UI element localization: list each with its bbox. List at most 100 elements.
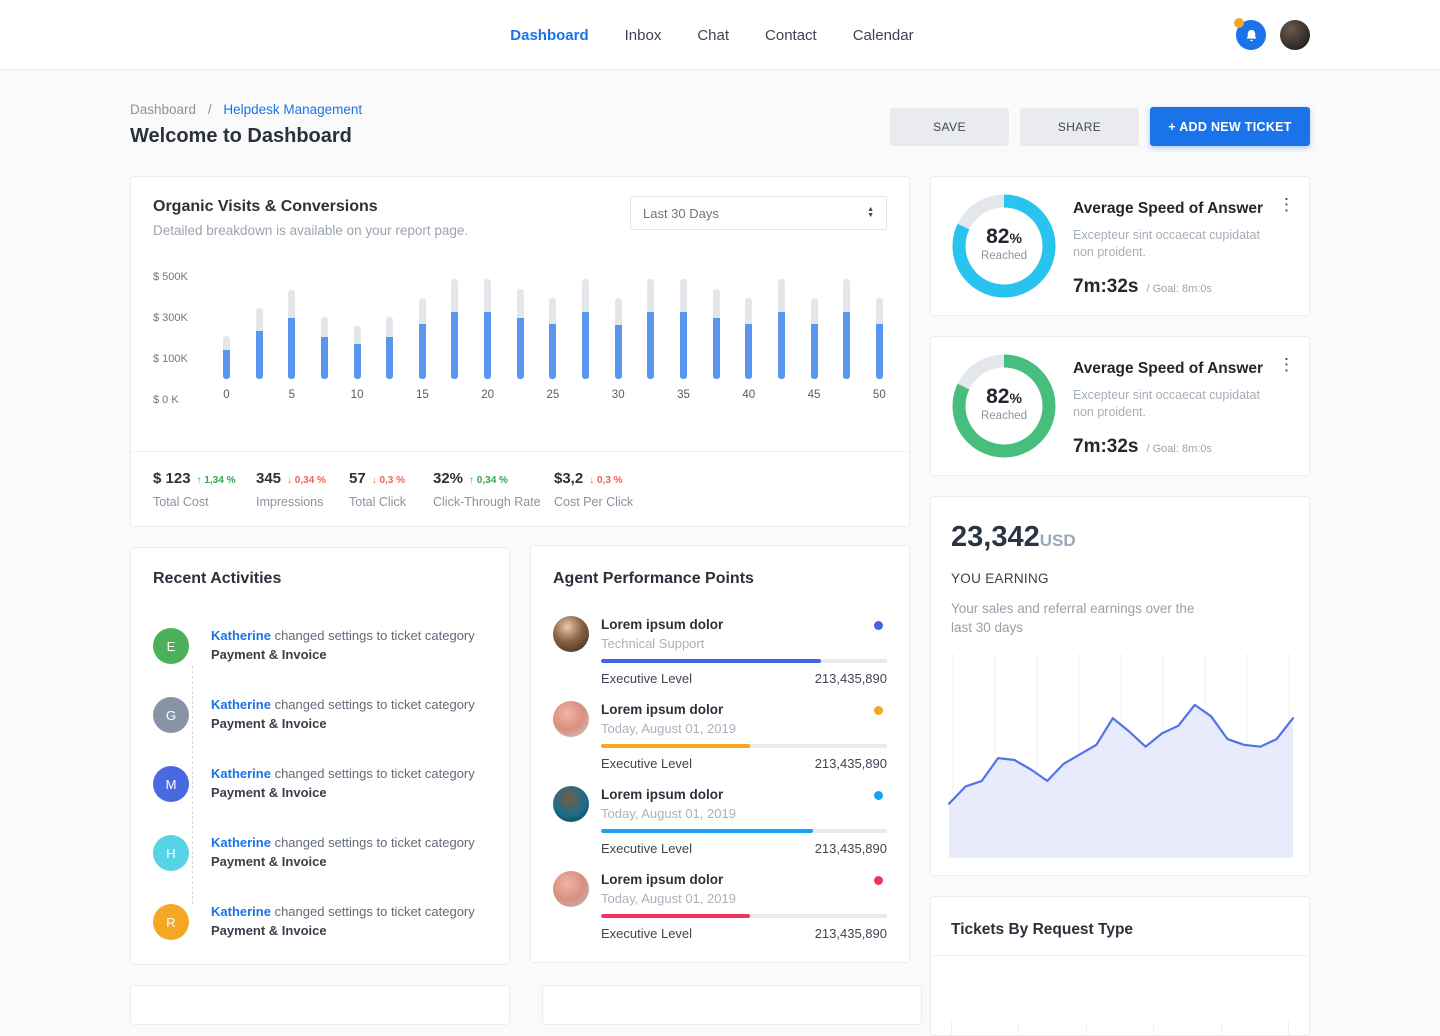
y-tick-label: $ 100K (153, 353, 188, 365)
stat-value: 345 (256, 470, 282, 487)
x-tick-label: 40 (742, 389, 756, 401)
tickets-by-request-type-card: Tickets By Request Type (930, 896, 1310, 1036)
speed-donut-chart: 82% Reached (947, 189, 1061, 303)
agent-row[interactable]: Lorem ipsum dolor Today, August 01, 2019 E… (553, 696, 887, 781)
agent-level-label: Executive Level (601, 756, 693, 771)
stat-value: 57 (349, 470, 366, 487)
nav-item-dashboard[interactable]: Dashboard (510, 26, 589, 44)
activity-item[interactable]: M Katherine changed settings to ticket ca… (153, 766, 487, 835)
bar-40 (745, 271, 753, 379)
agent-row[interactable]: Lorem ipsum dolor Today, August 01, 2019 E… (553, 866, 887, 951)
activity-user[interactable]: Katherine (211, 628, 271, 643)
divider (931, 955, 1309, 956)
agent-points: 213,435,890 (814, 841, 887, 856)
bar-37.5 (712, 271, 720, 379)
nav-item-inbox[interactable]: Inbox (624, 26, 662, 44)
agent-points: 213,435,890 (814, 926, 887, 941)
stat-click-through-rate: 32% ↑ 0,34 % Click-Through Rate (433, 470, 541, 509)
agent-row[interactable]: Lorem ipsum dolor Technical Support Execut… (553, 611, 887, 696)
bar-27.5 (582, 271, 590, 379)
donut-percent-label: Reached (980, 410, 1028, 422)
bar-15 (418, 271, 426, 379)
activity-text: Katherine changed settings to ticket cat… (211, 835, 475, 869)
activity-item[interactable]: G Katherine changed settings to ticket ca… (153, 697, 487, 766)
speed-time: 7m:32s (1073, 276, 1139, 297)
y-tick-label: $ 300K (153, 312, 188, 324)
stat-delta: ↑ 0,34 % (469, 475, 508, 486)
bar-17.5 (451, 271, 459, 379)
agent-level-label: Executive Level (601, 841, 693, 856)
date-range-select[interactable]: Last 30 Days ▲ ▼ (630, 196, 887, 230)
activity-item[interactable]: R Katherine changed settings to ticket ca… (153, 904, 487, 973)
activity-item[interactable]: H Katherine changed settings to ticket ca… (153, 835, 487, 904)
activity-category: Payment & Invoice (211, 716, 327, 731)
stat-label: Total Click (349, 495, 406, 509)
earnings-card: 23,342USD YOU EARNING Your sales and ref… (930, 496, 1310, 876)
organic-visits-card: Organic Visits & Conversions Detailed br… (130, 176, 910, 527)
x-tick-label: 15 (415, 389, 429, 401)
agent-row[interactable]: Lorem ipsum dolor Today, August 01, 2019 E… (553, 781, 887, 866)
speed-card-description: Excepteur sint occaecat cupidatat non pr… (1073, 228, 1260, 259)
nav-item-chat[interactable]: Chat (697, 26, 730, 44)
organic-bar-chart: $ 500K $ 300K $ 100K $ 0 K 0 5 10 15 20 25 30 35 40… (153, 271, 889, 411)
nav-item-contact[interactable]: Contact (765, 26, 817, 44)
divider (131, 451, 909, 452)
agent-status-dot (874, 706, 883, 715)
earnings-currency: USD (1039, 531, 1076, 550)
add-new-ticket-button[interactable]: + ADD NEW TICKET (1150, 107, 1310, 146)
earnings-amount: 23,342USD (951, 521, 1076, 553)
agent-subtitle: Today, August 01, 2019 (601, 891, 736, 906)
notifications-button[interactable] (1234, 18, 1266, 50)
agent-points: 213,435,890 (814, 756, 887, 771)
stat-cost-per-click: $3,2 ↓ 0,3 % Cost Per Click (554, 470, 633, 509)
user-avatar[interactable] (1280, 20, 1310, 50)
agent-level-label: Executive Level (601, 671, 693, 686)
breadcrumb-current[interactable]: Helpdesk Management (223, 102, 363, 117)
agent-avatar (553, 616, 589, 652)
save-button[interactable]: SAVE (890, 108, 1009, 146)
activity-avatar: R (153, 904, 189, 940)
x-tick-label (517, 389, 524, 401)
x-tick-label: 10 (350, 389, 364, 401)
donut-percent-label: Reached (980, 250, 1028, 262)
speed-card-title: Average Speed of Answer (1073, 360, 1264, 377)
activity-avatar: G (153, 697, 189, 733)
breadcrumb-parent[interactable]: Dashboard (130, 102, 197, 117)
date-range-value: Last 30 Days (643, 205, 719, 221)
kebab-menu-icon[interactable]: ⋮ (1278, 195, 1295, 214)
activity-avatar: E (153, 628, 189, 664)
organic-bars (223, 271, 883, 379)
stat-value: $3,2 (554, 470, 584, 487)
activity-user[interactable]: Katherine (211, 766, 271, 781)
activity-user[interactable]: Katherine (211, 904, 271, 919)
breadcrumb-separator: / (207, 102, 212, 117)
stat-delta: ↑ 1,34 % (196, 475, 236, 486)
speed-card-description: Excepteur sint occaecat cupidatat non pr… (1073, 388, 1260, 419)
share-button[interactable]: SHARE (1020, 108, 1139, 146)
activity-item[interactable]: E Katherine changed settings to ticket ca… (153, 628, 487, 697)
top-bar: Dashboard Inbox Chat Contact Calendar (0, 0, 1440, 70)
agent-status-dot (874, 621, 883, 630)
nav-item-calendar[interactable]: Calendar (852, 26, 914, 44)
speed-goal: / Goal: 8m:0s (1146, 283, 1212, 295)
stat-delta: ↓ 0,3 % (371, 475, 406, 486)
x-tick-label (778, 389, 785, 401)
agent-avatar (553, 871, 589, 907)
x-tick-label (386, 389, 393, 401)
x-tick-label: 0 (223, 389, 230, 401)
tickets-title: Tickets By Request Type (951, 921, 1134, 938)
page-title: Welcome to Dashboard (130, 125, 352, 147)
bar-32.5 (647, 271, 655, 379)
activity-user[interactable]: Katherine (211, 835, 271, 850)
average-speed-card-1: 82% Reached Average Speed of Answer ⋮ Except… (930, 176, 1310, 316)
bar-42.5 (777, 271, 785, 379)
kebab-menu-icon[interactable]: ⋮ (1278, 355, 1295, 374)
agent-subtitle: Today, August 01, 2019 (601, 721, 736, 736)
activity-user[interactable]: Katherine (211, 697, 271, 712)
earnings-label: YOU EARNING (951, 571, 1049, 586)
bell-icon (1246, 29, 1256, 41)
activities-title: Recent Activities (153, 570, 282, 587)
x-tick-label: 45 (807, 389, 821, 401)
stat-label: Cost Per Click (554, 495, 634, 509)
agent-progress-bar (601, 744, 887, 748)
